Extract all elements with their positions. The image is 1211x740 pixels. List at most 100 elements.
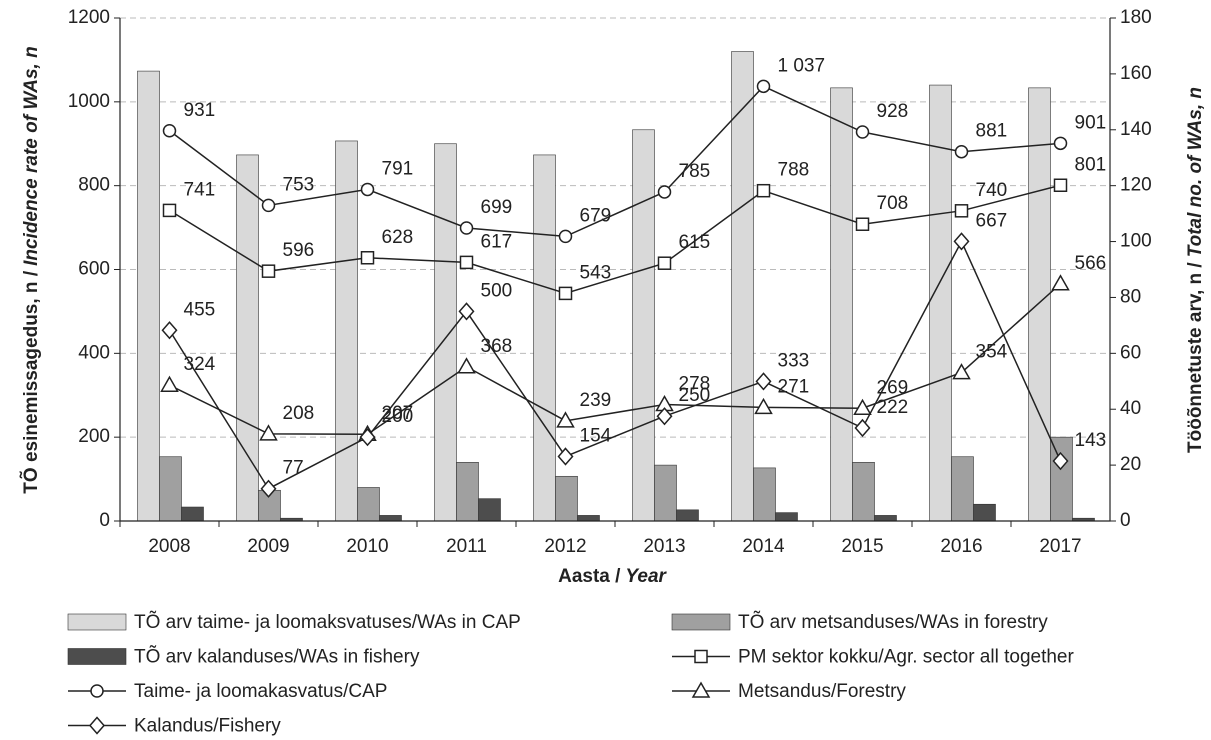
y-tick-label: 400 bbox=[78, 342, 110, 363]
data-label: 143 bbox=[1075, 430, 1107, 451]
data-label: 278 bbox=[679, 373, 711, 394]
marker bbox=[261, 264, 276, 278]
y-tick-label: 1200 bbox=[68, 7, 110, 28]
data-label: 801 bbox=[1075, 154, 1107, 175]
bar bbox=[1028, 87, 1051, 522]
marker bbox=[459, 255, 474, 270]
y2-tick-label: 60 bbox=[1120, 342, 1141, 363]
line bbox=[169, 283, 1062, 435]
y-axis-title-part: Incidence rate of WAs, n bbox=[21, 46, 42, 266]
bar bbox=[456, 462, 479, 522]
data-label: 77 bbox=[283, 458, 304, 479]
legend-label: TÕ arv metsanduses/WAs in forestry bbox=[738, 611, 1048, 633]
x-tick-label: 2009 bbox=[247, 536, 289, 557]
marker bbox=[1053, 136, 1068, 151]
marker bbox=[855, 125, 870, 139]
x-tick-label: 2012 bbox=[544, 536, 586, 557]
marker bbox=[558, 229, 573, 244]
data-label: 741 bbox=[184, 179, 216, 200]
bar bbox=[929, 84, 952, 522]
x-tick-label: 2013 bbox=[643, 536, 685, 557]
bar bbox=[654, 464, 677, 522]
marker bbox=[854, 418, 871, 438]
marker bbox=[756, 79, 771, 94]
data-label: 881 bbox=[976, 121, 1008, 142]
y2-tick-label: 40 bbox=[1120, 398, 1141, 419]
bar bbox=[181, 506, 204, 522]
legend-item: TÕ arv metsanduses/WAs in forestry bbox=[671, 611, 1048, 633]
data-label: 500 bbox=[481, 280, 513, 301]
bar bbox=[434, 143, 457, 522]
data-label: 154 bbox=[580, 425, 612, 446]
marker bbox=[260, 479, 277, 498]
marker bbox=[161, 321, 178, 340]
legend-label: PM sektor kokku/Agr. sector all together bbox=[738, 647, 1074, 668]
data-label: 740 bbox=[976, 180, 1008, 201]
data-label: 628 bbox=[382, 227, 414, 248]
y-tick-label: 600 bbox=[78, 259, 110, 280]
bar bbox=[357, 487, 380, 522]
bar bbox=[753, 467, 776, 522]
x-axis-title-part: Aasta / bbox=[558, 566, 621, 587]
data-label: 928 bbox=[877, 101, 909, 122]
line bbox=[168, 239, 1062, 490]
x-tick-label: 2015 bbox=[841, 536, 883, 557]
y2-tick-label: 80 bbox=[1120, 286, 1141, 307]
bar bbox=[533, 154, 556, 522]
data-label: 785 bbox=[679, 161, 711, 182]
marker bbox=[953, 232, 970, 251]
y2-axis-title-part: Tööõnnetuste arv, n / bbox=[1185, 262, 1206, 453]
legend-item: TÕ arv taime- ja loomaksvatuses/WAs in C… bbox=[67, 611, 521, 633]
marker bbox=[557, 447, 574, 466]
marker bbox=[457, 357, 476, 374]
marker bbox=[954, 204, 969, 218]
y2-tick-label: 140 bbox=[1120, 119, 1152, 140]
marker bbox=[756, 183, 771, 198]
data-label: 200 bbox=[382, 406, 414, 427]
data-label: 596 bbox=[283, 240, 315, 261]
x-tick-label: 2014 bbox=[742, 536, 785, 557]
data-label: 1 037 bbox=[778, 55, 826, 76]
data-label: 615 bbox=[679, 232, 711, 253]
data-label: 708 bbox=[877, 193, 909, 214]
marker bbox=[754, 397, 773, 415]
data-label: 269 bbox=[877, 377, 909, 398]
legend-swatch bbox=[67, 613, 127, 631]
bar bbox=[577, 515, 600, 522]
bar bbox=[731, 51, 754, 522]
data-label: 222 bbox=[877, 397, 909, 418]
y-tick-label: 0 bbox=[99, 510, 110, 531]
marker bbox=[360, 182, 375, 197]
y2-axis-title-part: Total no. of WAs, n bbox=[1185, 87, 1206, 257]
marker bbox=[657, 185, 672, 199]
marker bbox=[694, 649, 708, 664]
bar bbox=[632, 129, 655, 522]
data-label: 250 bbox=[679, 385, 711, 406]
marker bbox=[656, 407, 673, 426]
marker bbox=[459, 221, 474, 235]
x-tick-label: 2017 bbox=[1039, 536, 1081, 557]
legend-item: PM sektor kokku/Agr. sector all together bbox=[672, 647, 1074, 668]
marker bbox=[89, 716, 105, 735]
marker bbox=[755, 372, 772, 391]
data-label: 566 bbox=[1075, 253, 1107, 274]
x-tick-label: 2016 bbox=[940, 536, 982, 557]
legend-label: Kalandus/Fishery bbox=[134, 716, 281, 737]
data-label: 543 bbox=[580, 262, 612, 283]
x-tick-label: 2011 bbox=[446, 536, 487, 557]
data-label: 324 bbox=[184, 354, 216, 375]
bar bbox=[1050, 436, 1073, 522]
marker bbox=[855, 217, 870, 231]
marker bbox=[1053, 178, 1068, 192]
data-label: 788 bbox=[778, 160, 810, 181]
legend-label: TÕ arv taime- ja loomaksvatuses/WAs in C… bbox=[134, 611, 521, 633]
marker bbox=[556, 411, 575, 428]
data-label: 699 bbox=[481, 197, 513, 218]
y-tick-label: 1000 bbox=[68, 91, 110, 112]
legend-label: Metsandus/Forestry bbox=[738, 681, 906, 702]
data-label: 239 bbox=[580, 390, 612, 411]
y-tick-label: 800 bbox=[78, 175, 110, 196]
line bbox=[169, 184, 1061, 295]
legend-swatch bbox=[67, 648, 127, 665]
